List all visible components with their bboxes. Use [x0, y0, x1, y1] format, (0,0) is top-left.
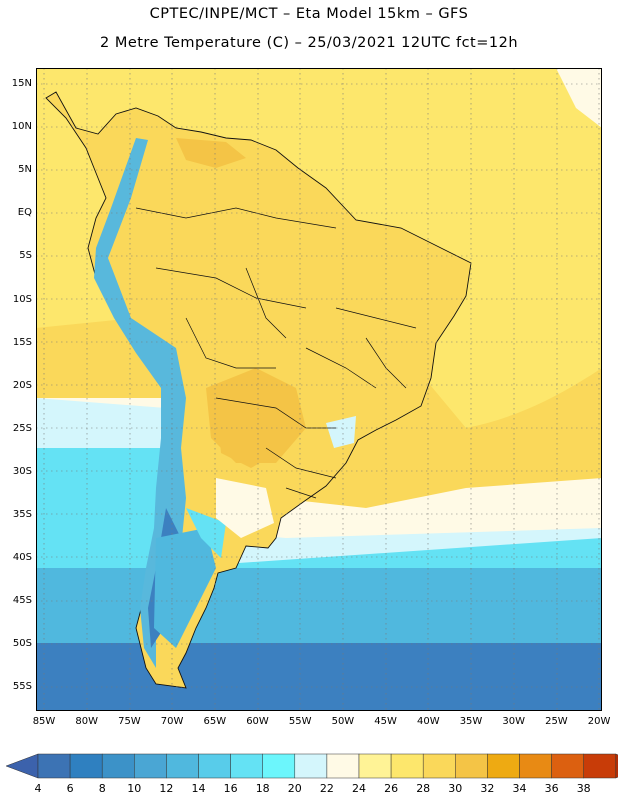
title-line-2: 2 Metre Temperature (C) – 25/03/2021 12U… [99, 35, 519, 51]
lat-label-55s: 55S [12, 681, 32, 693]
ocean-band-pale-north [556, 68, 602, 128]
lon-label-75w: 75W [118, 716, 141, 727]
lon-label-60w: 60W [246, 716, 269, 727]
colorbar-label: 10 [127, 782, 142, 795]
lon-label-50w: 50W [331, 716, 355, 727]
temperature-map [36, 68, 602, 711]
lat-label-15s: 15S [12, 336, 32, 348]
colorbar-swatch [134, 753, 167, 779]
colorbar-label: 38 [576, 782, 591, 795]
patagonia-cold [154, 528, 216, 648]
ocean-band-deep-blue [36, 643, 602, 711]
colorbar-swatch [422, 753, 456, 779]
colorbar-swatch [294, 753, 328, 779]
colorbar-label: 28 [416, 782, 431, 795]
colorbar-swatch [390, 753, 424, 779]
colorbar-label: 26 [384, 782, 399, 795]
colorbar-swatch [519, 753, 552, 779]
lat-label-45s: 45S [12, 595, 32, 607]
colorbar-high-arrow [615, 753, 618, 779]
colorbar-swatch [166, 753, 199, 779]
lon-label-70w: 70W [160, 716, 184, 727]
northern-hot [176, 138, 246, 168]
colorbar-label: 14 [191, 782, 206, 795]
colorbar-swatch [455, 753, 488, 779]
colorbar-swatch [358, 753, 392, 779]
colorbar-label: 24 [352, 782, 366, 795]
lon-label-20w: 20W [587, 716, 611, 727]
title-line-1: CPTEC/INPE/MCT – Eta Model 15km – GFS [149, 6, 469, 22]
colorbar-low-arrow [5, 753, 39, 779]
colorbar-swatch [551, 753, 584, 779]
colorbar-swatch [37, 753, 71, 779]
colorbar-label: 18 [255, 782, 270, 795]
colorbar-label: 16 [223, 782, 238, 795]
lat-label-30s: 30S [12, 465, 32, 477]
lon-label-55w: 55W [288, 716, 312, 727]
colorbar-label: 30 [448, 782, 463, 795]
map-frame [36, 68, 602, 711]
colorbar-swatch [326, 753, 360, 779]
lat-label-10s: 10S [12, 293, 32, 305]
colorbar-swatch [583, 753, 617, 779]
lon-label-80w: 80W [75, 716, 98, 727]
highlands-cool [326, 416, 356, 448]
patagonia-cyan [186, 508, 226, 558]
lat-label-25s: 25S [12, 422, 32, 434]
colorbar-swatch [230, 753, 263, 779]
colorbar-label: 32 [480, 782, 495, 795]
colorbar [5, 753, 618, 779]
lat-label-eq: EQ [17, 207, 32, 219]
colorbar-swatch [198, 753, 231, 779]
colorbar-label: 36 [544, 782, 559, 795]
lon-label-65w: 65W [203, 716, 227, 727]
colorbar-label: 12 [159, 782, 174, 795]
lat-label-10n: 10N [11, 121, 32, 133]
lat-label-35s: 35S [12, 509, 32, 520]
lon-label-30w: 30W [502, 716, 525, 727]
colorbar-label: 4 [34, 782, 42, 795]
lon-label-25w: 25W [545, 716, 568, 727]
colorbar-swatch [262, 753, 296, 779]
lon-label-40w: 40W [416, 716, 440, 727]
colorbar-swatch [69, 753, 103, 779]
ocean-band-blue [36, 568, 602, 648]
pampa-pale [216, 478, 274, 538]
lat-label-50s: 50S [12, 638, 32, 650]
lon-label-45w: 45W [374, 716, 397, 727]
lat-label-5s: 5S [19, 250, 32, 262]
colorbar-label: 20 [287, 782, 302, 795]
colorbar-label: 6 [66, 782, 74, 795]
lat-label-15n: 15N [11, 78, 32, 89]
colorbar-label: 34 [512, 782, 527, 795]
lon-label-35w: 35W [459, 716, 483, 727]
lat-label-5n: 5N [18, 164, 32, 176]
colorbar-label: 8 [98, 782, 106, 795]
lat-label-40s: 40S [12, 552, 32, 564]
colorbar-swatch [487, 753, 520, 779]
colorbar-label: 22 [319, 782, 334, 795]
colorbar-swatch [101, 753, 135, 779]
lat-label-20s: 20S [12, 379, 32, 391]
chaco-hot [216, 398, 286, 468]
lon-gridlines [43, 68, 600, 711]
lon-label-85w: 85W [32, 716, 56, 727]
